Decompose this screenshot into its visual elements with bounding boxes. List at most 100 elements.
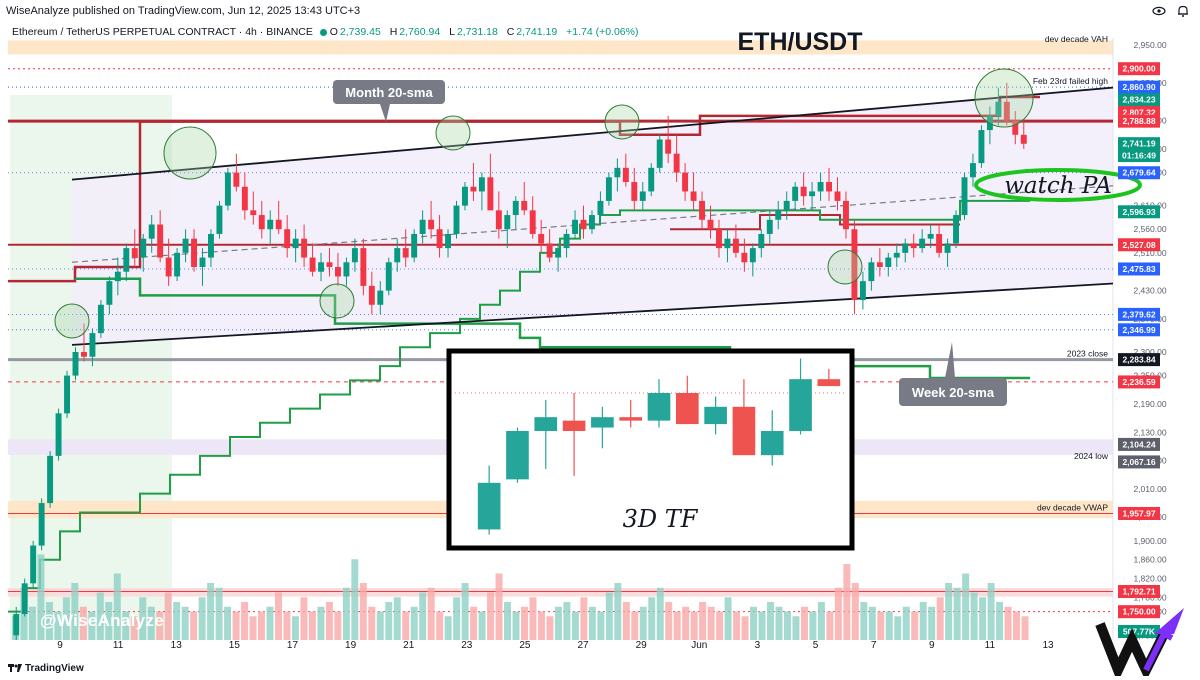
volume-bar bbox=[1004, 606, 1012, 640]
volume-bar bbox=[767, 602, 774, 640]
volume-bar bbox=[190, 611, 198, 640]
volume-bar bbox=[461, 583, 469, 640]
volume-bar bbox=[224, 606, 232, 640]
volume-bar bbox=[639, 606, 647, 640]
x-tick-label: 9 bbox=[929, 640, 935, 651]
price-badge-text: 2,900.00 bbox=[1122, 64, 1155, 74]
x-tick-label: 11 bbox=[113, 640, 124, 651]
volume-bar bbox=[410, 606, 418, 640]
candle-body bbox=[512, 200, 519, 216]
x-tick-label: 27 bbox=[577, 640, 589, 651]
candle-body bbox=[970, 163, 976, 178]
candle-body bbox=[114, 271, 121, 282]
volume-bar bbox=[860, 602, 868, 640]
volume-bar bbox=[699, 602, 707, 640]
volume-bar bbox=[156, 611, 164, 640]
price-badge-text: 2,834.23 bbox=[1122, 95, 1155, 105]
volume-bar bbox=[962, 573, 970, 640]
volume-bar bbox=[571, 611, 579, 640]
price-badge-text: 2,788.88 bbox=[1122, 116, 1155, 126]
candle-body bbox=[546, 243, 553, 258]
inset-candle bbox=[789, 379, 812, 431]
volume-bar bbox=[88, 611, 96, 640]
candle-body bbox=[377, 290, 384, 305]
volume-bar bbox=[113, 573, 121, 640]
volume-bar bbox=[707, 606, 715, 640]
inset-candle bbox=[647, 393, 671, 421]
volume-bar bbox=[996, 602, 1004, 640]
candle-body bbox=[335, 266, 341, 277]
candle-body bbox=[453, 205, 460, 234]
candle-body bbox=[470, 186, 477, 192]
candle-body bbox=[521, 200, 528, 211]
inset-candle bbox=[562, 420, 586, 431]
ohlc-label-c: C bbox=[503, 26, 515, 38]
volume-bar bbox=[198, 597, 206, 640]
candle-body bbox=[868, 262, 875, 282]
eye-icon[interactable] bbox=[1152, 4, 1166, 18]
candle-body bbox=[902, 243, 909, 253]
price-badge-text: 2,860.90 bbox=[1122, 82, 1155, 92]
price-badge bbox=[1118, 437, 1160, 451]
volume-bar bbox=[783, 611, 791, 640]
highlight-circle bbox=[827, 249, 863, 285]
ohlc-label-o: O bbox=[329, 26, 338, 38]
candle-body bbox=[81, 351, 87, 357]
volume-bar bbox=[868, 606, 876, 640]
volume-bar bbox=[436, 611, 444, 640]
symbol-legend: Ethereum / TetherUS PERPETUAL CONTRACT ·… bbox=[12, 26, 644, 38]
watch-pa-label: watch PA bbox=[1004, 173, 1112, 199]
volume-bar bbox=[258, 611, 265, 640]
level-label: dev decade VAH bbox=[1045, 34, 1108, 44]
vah-zone bbox=[8, 40, 1113, 55]
candle-body bbox=[495, 210, 502, 230]
candle-body bbox=[165, 257, 172, 277]
volume-bar bbox=[673, 611, 681, 640]
candle-body bbox=[318, 262, 324, 272]
x-tick-label: 17 bbox=[287, 640, 299, 651]
ohlc-values: O 2,739.45 H 2,760.94 L 2,731.18 C 2,741.19 bbox=[330, 26, 563, 38]
candle-body bbox=[665, 139, 672, 154]
candle-body bbox=[216, 205, 223, 234]
candle-body bbox=[504, 215, 511, 230]
price-badge-text: 01:16:49 bbox=[1122, 151, 1156, 161]
candle-body bbox=[199, 257, 206, 267]
candle-body bbox=[953, 215, 959, 244]
volume-bar bbox=[665, 602, 673, 640]
bell-icon[interactable] bbox=[1176, 4, 1190, 18]
volume-bar bbox=[62, 597, 70, 640]
highlight-circle bbox=[435, 115, 471, 151]
volume-bar bbox=[563, 602, 571, 640]
volume-bar bbox=[105, 602, 113, 640]
price-badge bbox=[1118, 455, 1160, 469]
chart-title: ETH/USDT bbox=[738, 28, 863, 56]
watch-pa-ellipse bbox=[974, 168, 1142, 202]
price-badge-text: 2,379.62 bbox=[1122, 309, 1155, 319]
candle-body bbox=[826, 182, 832, 192]
candle-body bbox=[944, 243, 951, 253]
candle-body bbox=[580, 219, 587, 230]
volume-bar bbox=[979, 597, 987, 640]
candle-body bbox=[30, 545, 37, 584]
volume-bar bbox=[71, 583, 79, 640]
candle-body bbox=[250, 210, 257, 216]
candle-body bbox=[385, 262, 392, 291]
price-badge bbox=[1118, 62, 1160, 76]
volume-bar bbox=[792, 616, 800, 640]
candle-body bbox=[622, 167, 629, 183]
price-badge bbox=[1118, 205, 1160, 219]
volume-bar bbox=[987, 583, 995, 640]
volume-bar bbox=[317, 606, 325, 640]
price-badge-text: 2,527.08 bbox=[1122, 240, 1155, 250]
candle-body bbox=[538, 233, 545, 244]
candle-body bbox=[478, 177, 485, 192]
candle-body bbox=[64, 375, 70, 414]
ohlc-value-h: 2,760.94 bbox=[399, 26, 441, 38]
price-badge bbox=[1118, 80, 1160, 94]
candle-body bbox=[148, 224, 155, 239]
volume-bar bbox=[79, 606, 87, 640]
volume-bar bbox=[834, 587, 842, 640]
candle-body bbox=[47, 455, 54, 504]
brand-name: TradingView bbox=[25, 663, 84, 674]
